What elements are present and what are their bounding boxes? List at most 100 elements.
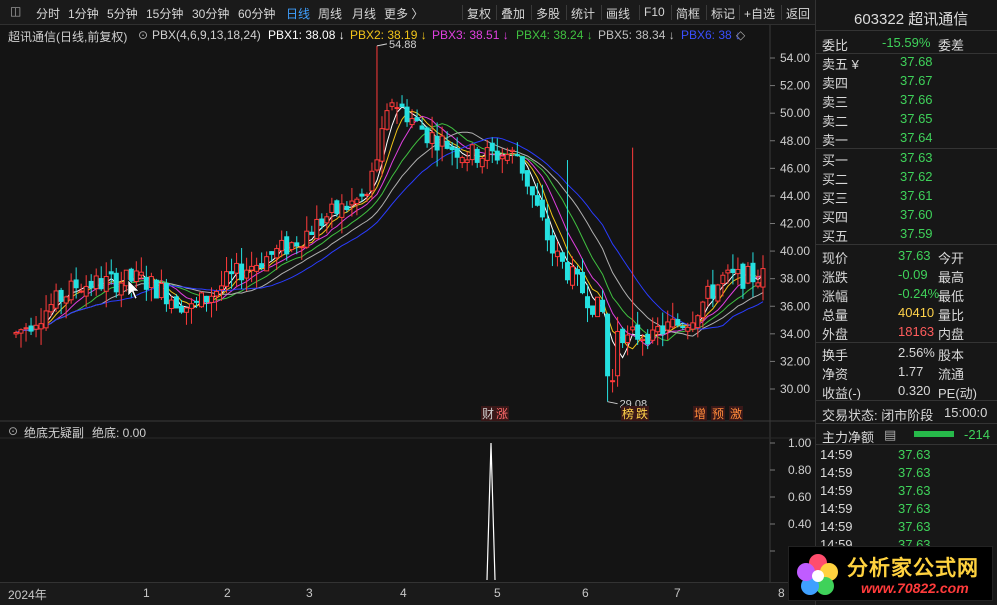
- panel-row: 总量 40410 量比: [816, 303, 997, 323]
- candle-body: [138, 271, 144, 276]
- toolbar-item-14[interactable]: 画线: [606, 7, 631, 21]
- stat-label-2: PE(动): [938, 386, 978, 401]
- candle-body: [685, 326, 691, 332]
- candle-body: [224, 271, 230, 287]
- indicator-toggle-icon[interactable]: ⊙: [138, 28, 149, 42]
- event-tag-5: 预: [712, 407, 724, 421]
- candle-body: [374, 159, 380, 171]
- candle-body: [665, 321, 671, 331]
- toolbar-item-1[interactable]: 1分钟: [68, 7, 99, 21]
- toolbar-item-5[interactable]: 60分钟: [238, 7, 276, 21]
- toolbar-item-11[interactable]: 叠加: [501, 7, 526, 21]
- event-tag-box: [729, 406, 743, 421]
- quote-label: 外盘: [822, 327, 849, 342]
- kline-chart[interactable]: 54.00 52.00 50.00 48.00 46.00 44.00 42.00 40.00…: [0, 0, 815, 605]
- candle-body: [339, 203, 345, 218]
- candle-body: [559, 252, 565, 262]
- candle-body: [630, 326, 636, 331]
- panel-row: 买一 37.63: [816, 148, 997, 168]
- candle-body: [364, 193, 370, 196]
- quote-value: 40410: [898, 305, 935, 320]
- toolbar-item-10[interactable]: 复权: [467, 7, 492, 21]
- toolbar-item-19[interactable]: 返回: [786, 7, 811, 21]
- toolbar-item-8[interactable]: 月线: [352, 7, 377, 21]
- candle-body: [574, 269, 580, 275]
- bid-price: 37.62: [900, 169, 933, 184]
- candle-body: [249, 265, 255, 271]
- stat-value: 2.56%: [898, 345, 935, 360]
- sub-axis-label: 0.80: [788, 463, 812, 477]
- event-tag-box: [621, 406, 635, 421]
- candle-body: [645, 333, 651, 345]
- ask-price: 37.66: [900, 92, 933, 107]
- ma-line-18: [15, 131, 764, 337]
- main-flow-menu-icon[interactable]: ▤: [884, 427, 897, 442]
- indicator-label[interactable]: PBX(4,6,9,13,18,24): [152, 28, 261, 42]
- toolbar-item-3[interactable]: 15分钟: [146, 7, 184, 21]
- candle-body: [705, 285, 711, 299]
- event-tag-1: 涨: [496, 406, 508, 421]
- event-tag-6: 激: [730, 407, 742, 421]
- candle-body: [133, 270, 139, 283]
- toolbar-item-12[interactable]: 多股: [536, 7, 561, 21]
- sub-indicator-name[interactable]: 绝底无疑副: [24, 426, 85, 440]
- bid-label: 买二: [822, 172, 849, 187]
- panel-row: 现价 37.63 今开: [816, 246, 997, 266]
- ask-price: 37.65: [900, 111, 933, 126]
- panel-toggle-icon[interactable]: ◫: [10, 4, 22, 18]
- x-tick-label: 8: [778, 586, 785, 600]
- toolbar-item-15[interactable]: F10: [644, 5, 665, 19]
- ask-label: 卖二: [822, 114, 849, 129]
- panel-row: 涨跌 -0.09 最高: [816, 265, 997, 285]
- candle-body: [329, 203, 335, 214]
- sub-toggle-icon[interactable]: ⊙: [8, 424, 19, 438]
- candle-body: [269, 251, 275, 255]
- ask-price: 37.68: [900, 54, 933, 69]
- quote-label: 现价: [822, 251, 849, 266]
- candle-body: [670, 318, 676, 328]
- sub-axis-label: 0.60: [788, 490, 812, 504]
- bid-label: 买一: [822, 153, 849, 168]
- stock-name-label: 超讯通信(日线,前复权): [8, 30, 128, 44]
- bid-price: 37.63: [900, 150, 933, 165]
- toolbar-item-18[interactable]: +自选: [744, 7, 776, 21]
- toolbar-item-16[interactable]: 简框: [676, 7, 701, 21]
- candle-body: [183, 307, 189, 313]
- panel-row: 买二 37.62: [816, 167, 997, 187]
- candle-body: [299, 246, 305, 249]
- price-tick-label: 40.00: [780, 244, 810, 258]
- candle-body: [494, 150, 500, 161]
- panel-row: 收益(-) 0.320 PE(动): [816, 381, 997, 401]
- candle-body: [389, 102, 395, 107]
- candle-body: [209, 295, 215, 303]
- candle-body: [98, 278, 104, 290]
- toolbar-item-9[interactable]: 更多 〉: [384, 7, 424, 21]
- sub-axis-label: 1.00: [788, 436, 812, 450]
- candle-body: [23, 327, 29, 330]
- x-tick-label: 5: [494, 586, 501, 600]
- candle-body: [715, 284, 721, 302]
- panel-row: 卖四 37.67: [816, 71, 997, 91]
- flower-logo-icon: [797, 554, 838, 595]
- event-tag-2: 榜: [622, 406, 634, 421]
- candle-body: [193, 300, 199, 303]
- candle-body: [610, 380, 616, 383]
- price-tick-label: 50.00: [780, 106, 810, 120]
- price-tick-label: 38.00: [780, 272, 810, 286]
- sub-chart-header: ⊙ 绝底无疑副 绝底: 0.00: [0, 423, 770, 440]
- candle-body: [424, 127, 430, 144]
- toolbar-item-17[interactable]: 标记: [711, 7, 736, 21]
- toolbar-item-2[interactable]: 5分钟: [107, 7, 138, 21]
- toolbar-item-4[interactable]: 30分钟: [192, 7, 230, 21]
- candle-body: [234, 262, 240, 274]
- candle-body: [188, 303, 194, 309]
- toolbar-item-7[interactable]: 周线: [318, 7, 343, 21]
- candle-body: [399, 103, 405, 108]
- tick-price: 37.63: [898, 519, 931, 534]
- toolbar-item-6[interactable]: 日线: [286, 7, 311, 21]
- candle-body: [449, 146, 455, 151]
- toolbar-item-0[interactable]: 分时: [36, 7, 61, 21]
- legend-more-icon[interactable]: ◇: [736, 28, 746, 42]
- candle-body: [118, 282, 124, 296]
- toolbar-item-13[interactable]: 统计: [571, 7, 596, 21]
